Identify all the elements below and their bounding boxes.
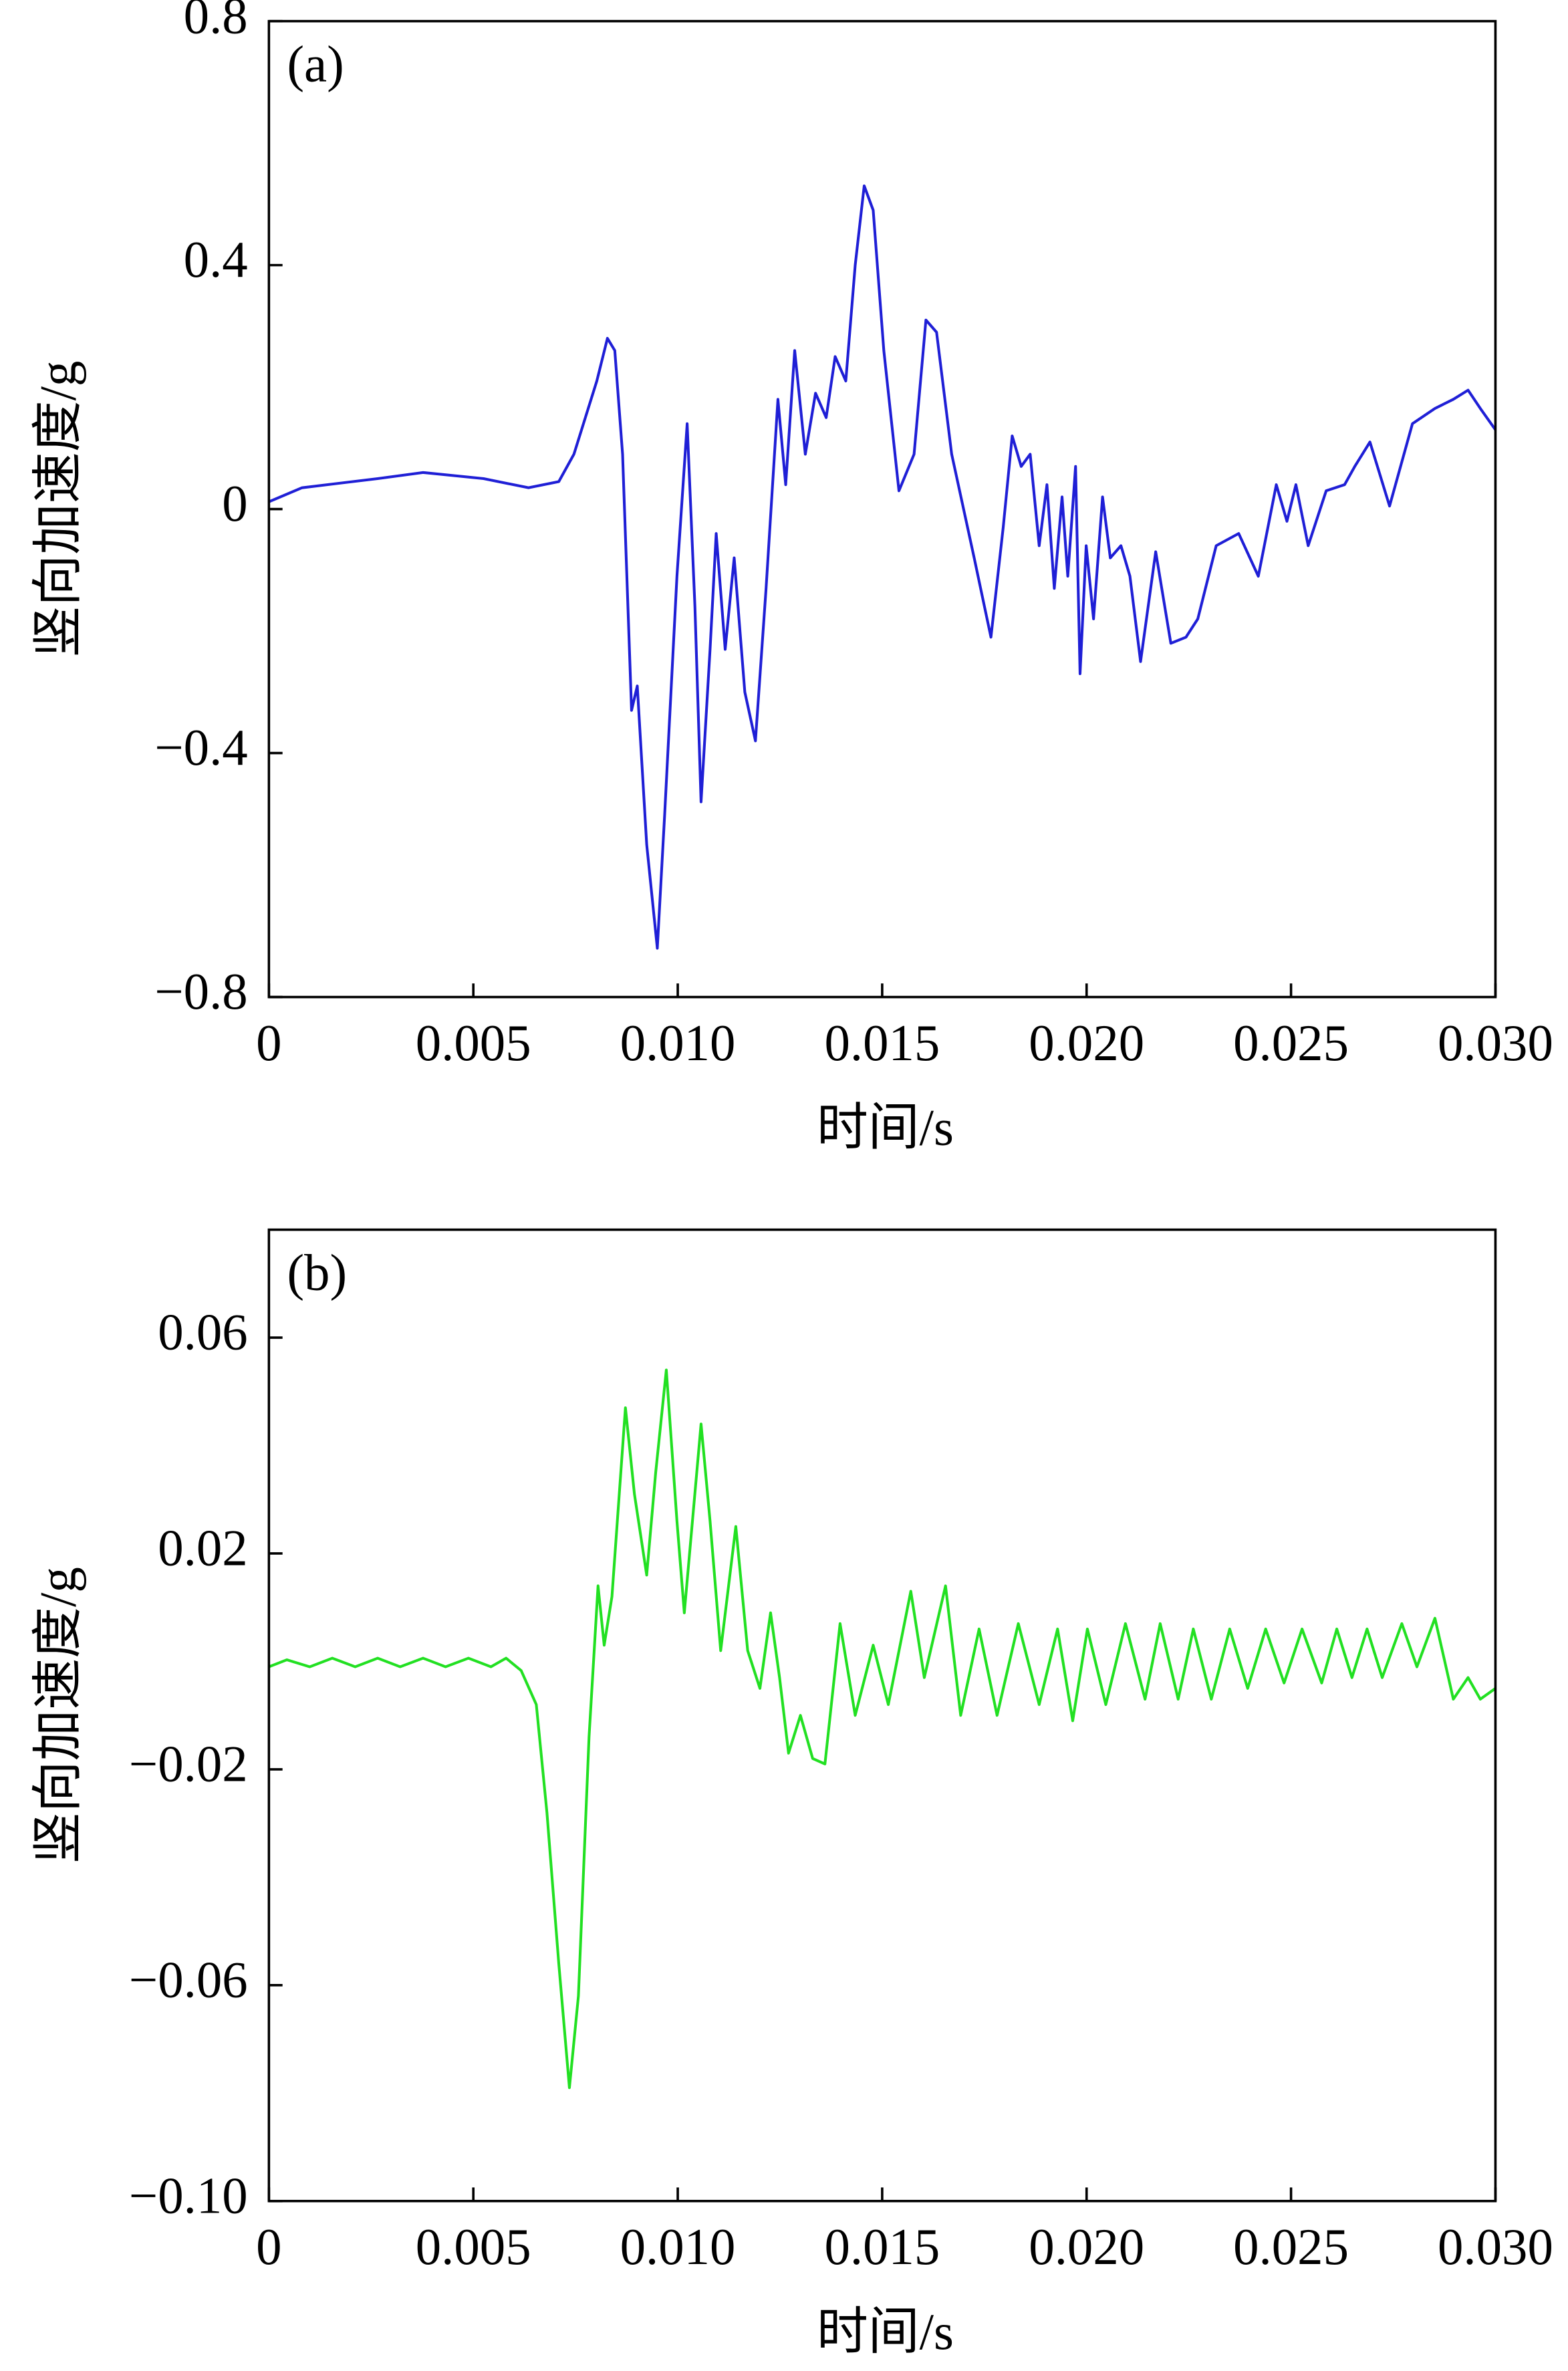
x-axis-label: 时间/s: [817, 1100, 954, 1156]
x-tick-label: 0: [256, 1015, 281, 1072]
y-tick-label: 0.4: [184, 231, 248, 288]
x-tick-label: 0.005: [416, 2219, 531, 2275]
data-line: [268, 184, 1497, 950]
y-tick-label: −0.02: [129, 1736, 248, 1793]
y-tick-label: −0.06: [129, 1951, 248, 2008]
x-tick-label: 0.010: [620, 2219, 736, 2275]
x-tick-label: 0.020: [1029, 1015, 1144, 1072]
x-tick-label: 0.025: [1233, 2219, 1349, 2275]
x-tick-label: 0.025: [1233, 1015, 1349, 1072]
plot-frame: [267, 1228, 1497, 2203]
y-axis-label: 竖向加速度/g: [30, 1567, 87, 1864]
panel-label: (b): [287, 1245, 347, 1301]
data-line: [268, 1368, 1496, 2090]
y-tick-label: 0: [222, 475, 247, 532]
x-tick-label: 0.015: [824, 1015, 940, 1072]
y-tick-label: 0.8: [184, 0, 248, 44]
x-tick-label: 0.010: [620, 1015, 736, 1072]
x-tick-label: 0.015: [824, 2219, 940, 2275]
plot-frame: [267, 19, 1497, 999]
y-tick-label: −0.4: [154, 719, 247, 776]
y-tick-label: 0.02: [158, 1520, 247, 1577]
y-tick-label: 0.06: [158, 1304, 247, 1361]
x-tick-label: 0.030: [1438, 1015, 1553, 1072]
x-tick-label: 0: [256, 2219, 281, 2275]
y-axis-label: 竖向加速度/g: [30, 361, 87, 658]
x-tick-label: 0.030: [1438, 2219, 1553, 2275]
y-tick-label: −0.8: [154, 963, 247, 1020]
x-tick-label: 0.020: [1029, 2219, 1144, 2275]
y-tick-label: −0.10: [129, 2167, 248, 2224]
x-tick-label: 0.005: [416, 1015, 531, 1072]
x-axis-label: 时间/s: [817, 2303, 954, 2360]
panel-label: (a): [287, 36, 344, 93]
